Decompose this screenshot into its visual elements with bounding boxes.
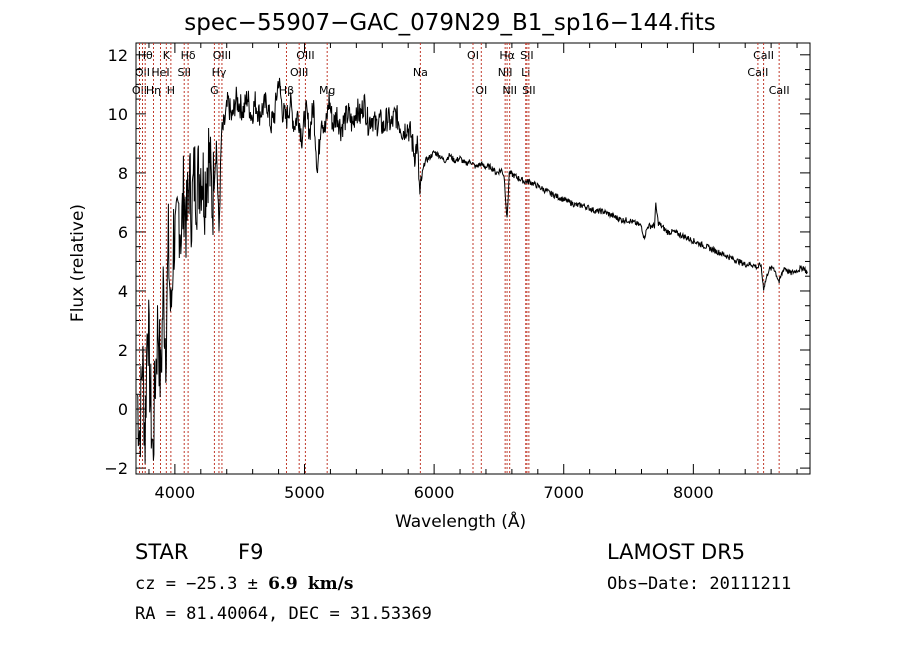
y-tick-label: 6 [118,223,128,242]
x-tick-label: 4000 [155,483,196,502]
spectral-line-label: Hη [146,84,161,97]
spectral-line-label: Hδ [181,49,196,62]
spectral-line-label: OIII [296,49,314,62]
x-tick-label: 6000 [414,483,455,502]
object-subclass: F9 [238,540,264,564]
y-tick-label: 12 [108,46,128,65]
spectral-line-label: OIII [213,49,231,62]
cz-error: 6.9 [268,574,298,594]
spectral-line-label: CaII [769,84,790,97]
y-tick-label: −2 [104,459,128,478]
cz-label: cz = −25.3 ± [135,574,258,594]
x-axis-label: Wavelength (Å) [395,512,527,532]
x-tick-label: 8000 [673,483,714,502]
spectral-line-label: OI [467,49,479,62]
spectral-line-label: NII [498,66,513,79]
spectral-line-label: Li [521,66,530,79]
spectral-line-label: CaII [747,66,768,79]
spectral-line-label: OI [475,84,487,97]
spectral-line-label: SII [520,49,533,62]
cz-unit: km/s [307,574,354,594]
spectral-line-label: Hα [499,49,515,62]
y-tick-label: 0 [118,400,128,419]
spectral-line-label: SII [177,66,190,79]
spectral-line-label: Mg [319,84,335,97]
spectral-line-label: K [163,49,171,62]
spectral-line-label: SII [522,84,535,97]
y-tick-label: 4 [118,282,128,301]
spectral-line-label: OIII [290,66,308,79]
spectrum-line [136,77,808,464]
y-axis-label: Flux (relative) [68,203,88,323]
spectral-line-label: OII [132,84,147,97]
spectral-line-label: OII [135,66,150,79]
spectral-line-label: NII [502,84,517,97]
y-tick-label: 10 [108,105,128,124]
spectral-line-label: CaII [753,49,774,62]
spectral-line-label: Hθ [138,49,153,62]
spectral-line-label: Na [413,66,428,79]
spectral-line-label: G [210,84,219,97]
x-tick-label: 5000 [284,483,325,502]
y-tick-label: 2 [118,341,128,360]
spectral-line-label: HeI [151,66,169,79]
survey-name: LAMOST DR5 [607,540,746,564]
redshift-velocity: cz = −25.3 ± 6.9 km/s [135,574,353,594]
spectral-line-label: H [167,84,175,97]
ra-dec-coordinates: RA = 81.40064, DEC = 31.53369 [135,604,432,624]
chart-title: spec−55907−GAC_079N29_B1_sp16−144.fits [184,10,716,36]
y-tick-label: 8 [118,164,128,183]
object-class: STAR [135,540,189,564]
x-tick-label: 7000 [543,483,584,502]
spectral-line-label: Hγ [212,66,227,79]
observation-date: Obs−Date: 20111211 [607,574,792,594]
